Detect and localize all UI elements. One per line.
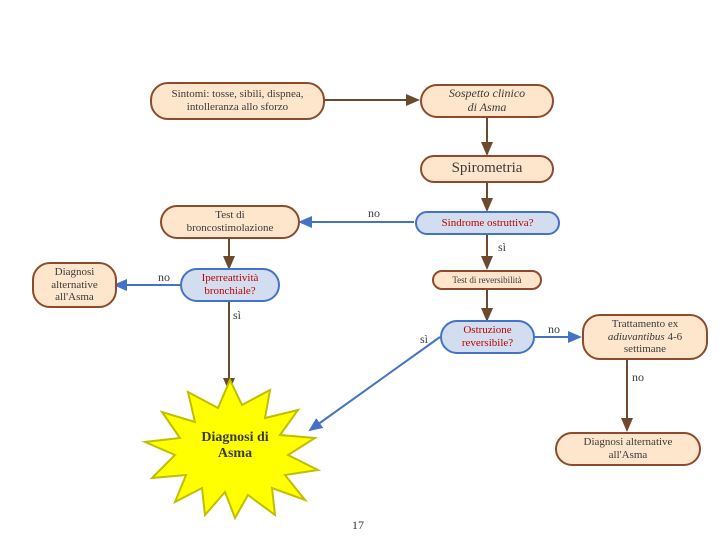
label-no-tratt: no	[632, 370, 644, 385]
node-sintomi-text: Sintomi: tosse, sibili, dispnea,intoller…	[171, 88, 303, 113]
label-si-iper: sì	[233, 308, 241, 323]
node-sospetto-text: Sospetto clinicodi Asma	[449, 87, 525, 115]
starburst-diagnosi-asma-label: Diagnosi diAsma	[185, 430, 285, 462]
node-iperreattivita-text: Iperreattivitàbronchiale?	[202, 272, 259, 297]
node-ostruzione-text: Ostruzionereversibile?	[462, 324, 513, 349]
node-sintomi: Sintomi: tosse, sibili, dispnea,intoller…	[150, 82, 325, 120]
node-test-revers-text: Test di reversibilità	[452, 275, 521, 285]
label-si-sindrome: sì	[498, 240, 506, 255]
node-trattamento: Trattamento exadiuvantibus 4-6settimane	[582, 314, 708, 360]
node-diagnosi-alt-right: Diagnosi alternativeall'Asma	[555, 432, 701, 466]
node-ostruzione: Ostruzionereversibile?	[440, 320, 535, 354]
node-test-revers: Test di reversibilità	[432, 270, 542, 290]
node-iperreattivita: Iperreattivitàbronchiale?	[180, 268, 280, 302]
node-test-bronco-text: Test dibroncostimolazione	[187, 209, 274, 234]
node-sospetto: Sospetto clinicodi Asma	[420, 84, 554, 118]
node-trattamento-text: Trattamento exadiuvantibus 4-6settimane	[608, 318, 682, 356]
node-sindrome-text: Sindrome ostruttiva?	[442, 217, 534, 230]
node-diagnosi-alt-right-text: Diagnosi alternativeall'Asma	[584, 436, 673, 461]
node-diagnosi-alt-left-text: Diagnosialternativeall'Asma	[51, 266, 97, 304]
label-si-ostr: sì	[420, 332, 428, 347]
page-number: 17	[352, 518, 364, 533]
node-test-bronco: Test dibroncostimolazione	[160, 205, 300, 239]
diagnosi-asma-text: Diagnosi diAsma	[201, 430, 268, 461]
node-spirometria: Spirometria	[420, 155, 554, 183]
node-diagnosi-alt-left: Diagnosialternativeall'Asma	[32, 262, 117, 308]
node-sindrome: Sindrome ostruttiva?	[415, 211, 560, 235]
label-no-ostr: no	[548, 322, 560, 337]
label-no-sindrome: no	[368, 206, 380, 221]
label-no-iper: no	[158, 270, 170, 285]
node-spirometria-text: Spirometria	[452, 160, 523, 177]
